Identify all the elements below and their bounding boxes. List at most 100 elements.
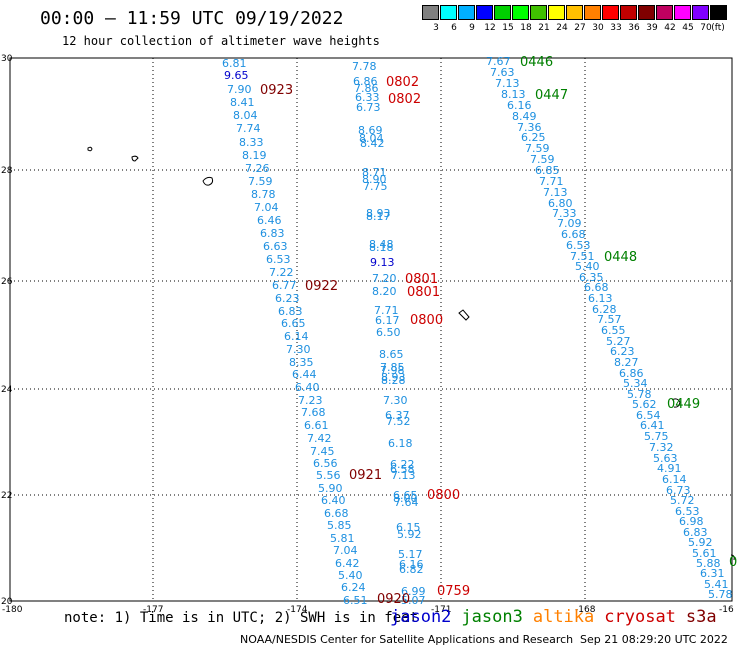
color-scale-label: 15 bbox=[502, 23, 514, 33]
swh-value: 7.33 bbox=[552, 207, 577, 220]
swh-value: 7.64 bbox=[394, 496, 419, 509]
swh-value: 6.63 bbox=[263, 240, 288, 253]
swh-value: 6.24 bbox=[341, 581, 366, 594]
swh-value: 5.92 bbox=[688, 536, 713, 549]
color-swatch bbox=[656, 5, 673, 20]
swh-value: 7.26 bbox=[245, 162, 270, 175]
color-swatch bbox=[512, 5, 529, 20]
color-scale-label: 9 bbox=[469, 23, 475, 33]
swh-value: 6.31 bbox=[700, 567, 725, 580]
color-swatch bbox=[440, 5, 457, 20]
swh-value: 6.50 bbox=[376, 326, 401, 339]
island-6 bbox=[730, 554, 735, 561]
color-swatch bbox=[530, 5, 547, 20]
swh-value: 9.65 bbox=[224, 69, 249, 82]
swh-value: 7.51 bbox=[570, 250, 595, 263]
swh-value: 6.46 bbox=[257, 214, 282, 227]
swh-value: 6.68 bbox=[561, 228, 586, 241]
swh-value: 8.04 bbox=[359, 132, 384, 145]
swh-value: 6.86 bbox=[619, 367, 644, 380]
swh-value: 5.88 bbox=[696, 557, 721, 570]
swh-value: 6.23 bbox=[610, 345, 635, 358]
swh-value: 6.22 bbox=[390, 458, 415, 471]
color-swatch bbox=[620, 5, 637, 20]
swh-value: 5.41 bbox=[704, 578, 729, 591]
map-grid bbox=[9, 57, 733, 602]
color-scale-label: 39 bbox=[646, 23, 658, 33]
swh-value: 5.56 bbox=[316, 469, 341, 482]
swh-value: 8.93 bbox=[381, 371, 406, 384]
x-tick-label: -177 bbox=[143, 605, 163, 615]
swh-value: 6.98 bbox=[679, 515, 704, 528]
swh-value: 6.73 bbox=[666, 484, 691, 497]
color-scale-label: 70 bbox=[700, 23, 712, 33]
swh-value: 7.13 bbox=[543, 186, 568, 199]
pass-time-label: 0449 bbox=[667, 397, 700, 412]
swh-value: 6.86 bbox=[353, 75, 378, 88]
swh-value: 6.16 bbox=[399, 558, 424, 571]
x-tick-label: -171 bbox=[431, 605, 451, 615]
swh-value: 8.49 bbox=[512, 110, 537, 123]
y-tick-label: 24 bbox=[1, 385, 13, 395]
pass-time-label: 0920 bbox=[377, 592, 410, 607]
swh-value: 5.62 bbox=[632, 398, 657, 411]
swh-value: 6.53 bbox=[266, 253, 291, 266]
swh-value: 8.18 bbox=[369, 241, 394, 254]
swh-value: 6.54 bbox=[636, 409, 661, 422]
swh-value: 6.40 bbox=[295, 381, 320, 394]
pass-time-label: 0801 bbox=[405, 272, 438, 287]
swh-value: 8.65 bbox=[379, 348, 404, 361]
swh-value: 7.30 bbox=[286, 343, 311, 356]
pass-time-label: 0802 bbox=[386, 75, 419, 90]
swh-value: 8.90 bbox=[362, 173, 387, 186]
swh-value: 5.07 bbox=[401, 594, 426, 607]
swh-value: 8.71 bbox=[362, 166, 387, 179]
color-swatch bbox=[638, 5, 655, 20]
islands bbox=[87, 146, 735, 561]
pass-time-label: 0921 bbox=[349, 468, 382, 483]
swh-value: 7.09 bbox=[557, 217, 582, 230]
color-scale-label: 42 bbox=[664, 23, 676, 33]
swh-value: 6.55 bbox=[601, 324, 626, 337]
swh-value: 6.14 bbox=[284, 330, 309, 343]
pass-time-label: 0922 bbox=[305, 279, 338, 294]
swh-value: 8.04 bbox=[233, 109, 258, 122]
swh-value: 5.78 bbox=[627, 388, 652, 401]
pass-time-label: 0800 bbox=[410, 313, 443, 328]
swh-value: 6.17 bbox=[375, 314, 400, 327]
color-scale-label: 24 bbox=[556, 23, 568, 33]
pass-time-label: 0800 bbox=[427, 488, 460, 503]
swh-value: 7.23 bbox=[298, 394, 323, 407]
swh-value: 4.91 bbox=[657, 462, 682, 475]
swh-value: 7.59 bbox=[525, 142, 550, 155]
swh-value: 8.78 bbox=[251, 188, 276, 201]
color-swatch bbox=[494, 5, 511, 20]
swh-value: 7.52 bbox=[386, 415, 411, 428]
swh-value: 5.78 bbox=[708, 588, 733, 601]
swh-value: 6.83 bbox=[260, 227, 285, 240]
swh-value: 7.36 bbox=[517, 121, 542, 134]
swh-value: 5.63 bbox=[653, 452, 678, 465]
swh-value: 7.30 bbox=[383, 394, 408, 407]
swh-value: 6.99 bbox=[401, 585, 426, 598]
color-swatch bbox=[710, 5, 727, 20]
island-4 bbox=[458, 309, 470, 321]
swh-value: 6.40 bbox=[321, 494, 346, 507]
swh-value: 6.68 bbox=[584, 281, 609, 294]
swh-value: 6.16 bbox=[507, 99, 532, 112]
island-2 bbox=[131, 155, 139, 162]
swh-value: 7.42 bbox=[307, 432, 332, 445]
swh-value: 8.48 bbox=[369, 238, 394, 251]
axes-labels: -180 -177 -174 -171 -168 -16 30 28 26 24 22 20 bbox=[1, 54, 734, 615]
color-swatch bbox=[584, 5, 601, 20]
y-tick-label: 22 bbox=[1, 491, 12, 501]
color-swatch bbox=[548, 5, 565, 20]
swh-value: 6.23 bbox=[275, 292, 300, 305]
color-swatch bbox=[602, 5, 619, 20]
swh-value: 7.04 bbox=[254, 201, 279, 214]
y-tick-label: 20 bbox=[1, 597, 13, 607]
color-scale-label: 21 bbox=[538, 23, 550, 33]
swh-value: 7.68 bbox=[301, 406, 326, 419]
swh-value: 6.44 bbox=[292, 368, 317, 381]
